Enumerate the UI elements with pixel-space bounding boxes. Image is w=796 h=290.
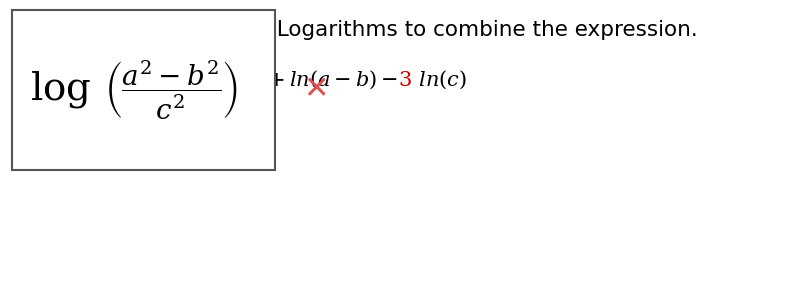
Text: ✕: ✕ [303,75,329,104]
Text: $\mathit{ln}(a + b) + \mathit{ln}(a - b) - $: $\mathit{ln}(a + b) + \mathit{ln}(a - b)… [176,69,398,91]
Text: $\mathit{3}$: $\mathit{3}$ [398,70,412,90]
Bar [12,10,275,170]
Text: $\mathit{\ ln}(c)$: $\mathit{\ ln}(c)$ [412,69,467,91]
Text: Use the Laws of Logarithms to combine the expression.: Use the Laws of Logarithms to combine th… [99,20,697,40]
Text: $\mathrm{log}$: $\mathrm{log}$ [30,70,92,110]
Text: $\left(\dfrac{a^2 - b^2}{c^2}\right)$: $\left(\dfrac{a^2 - b^2}{c^2}\right)$ [104,59,239,122]
